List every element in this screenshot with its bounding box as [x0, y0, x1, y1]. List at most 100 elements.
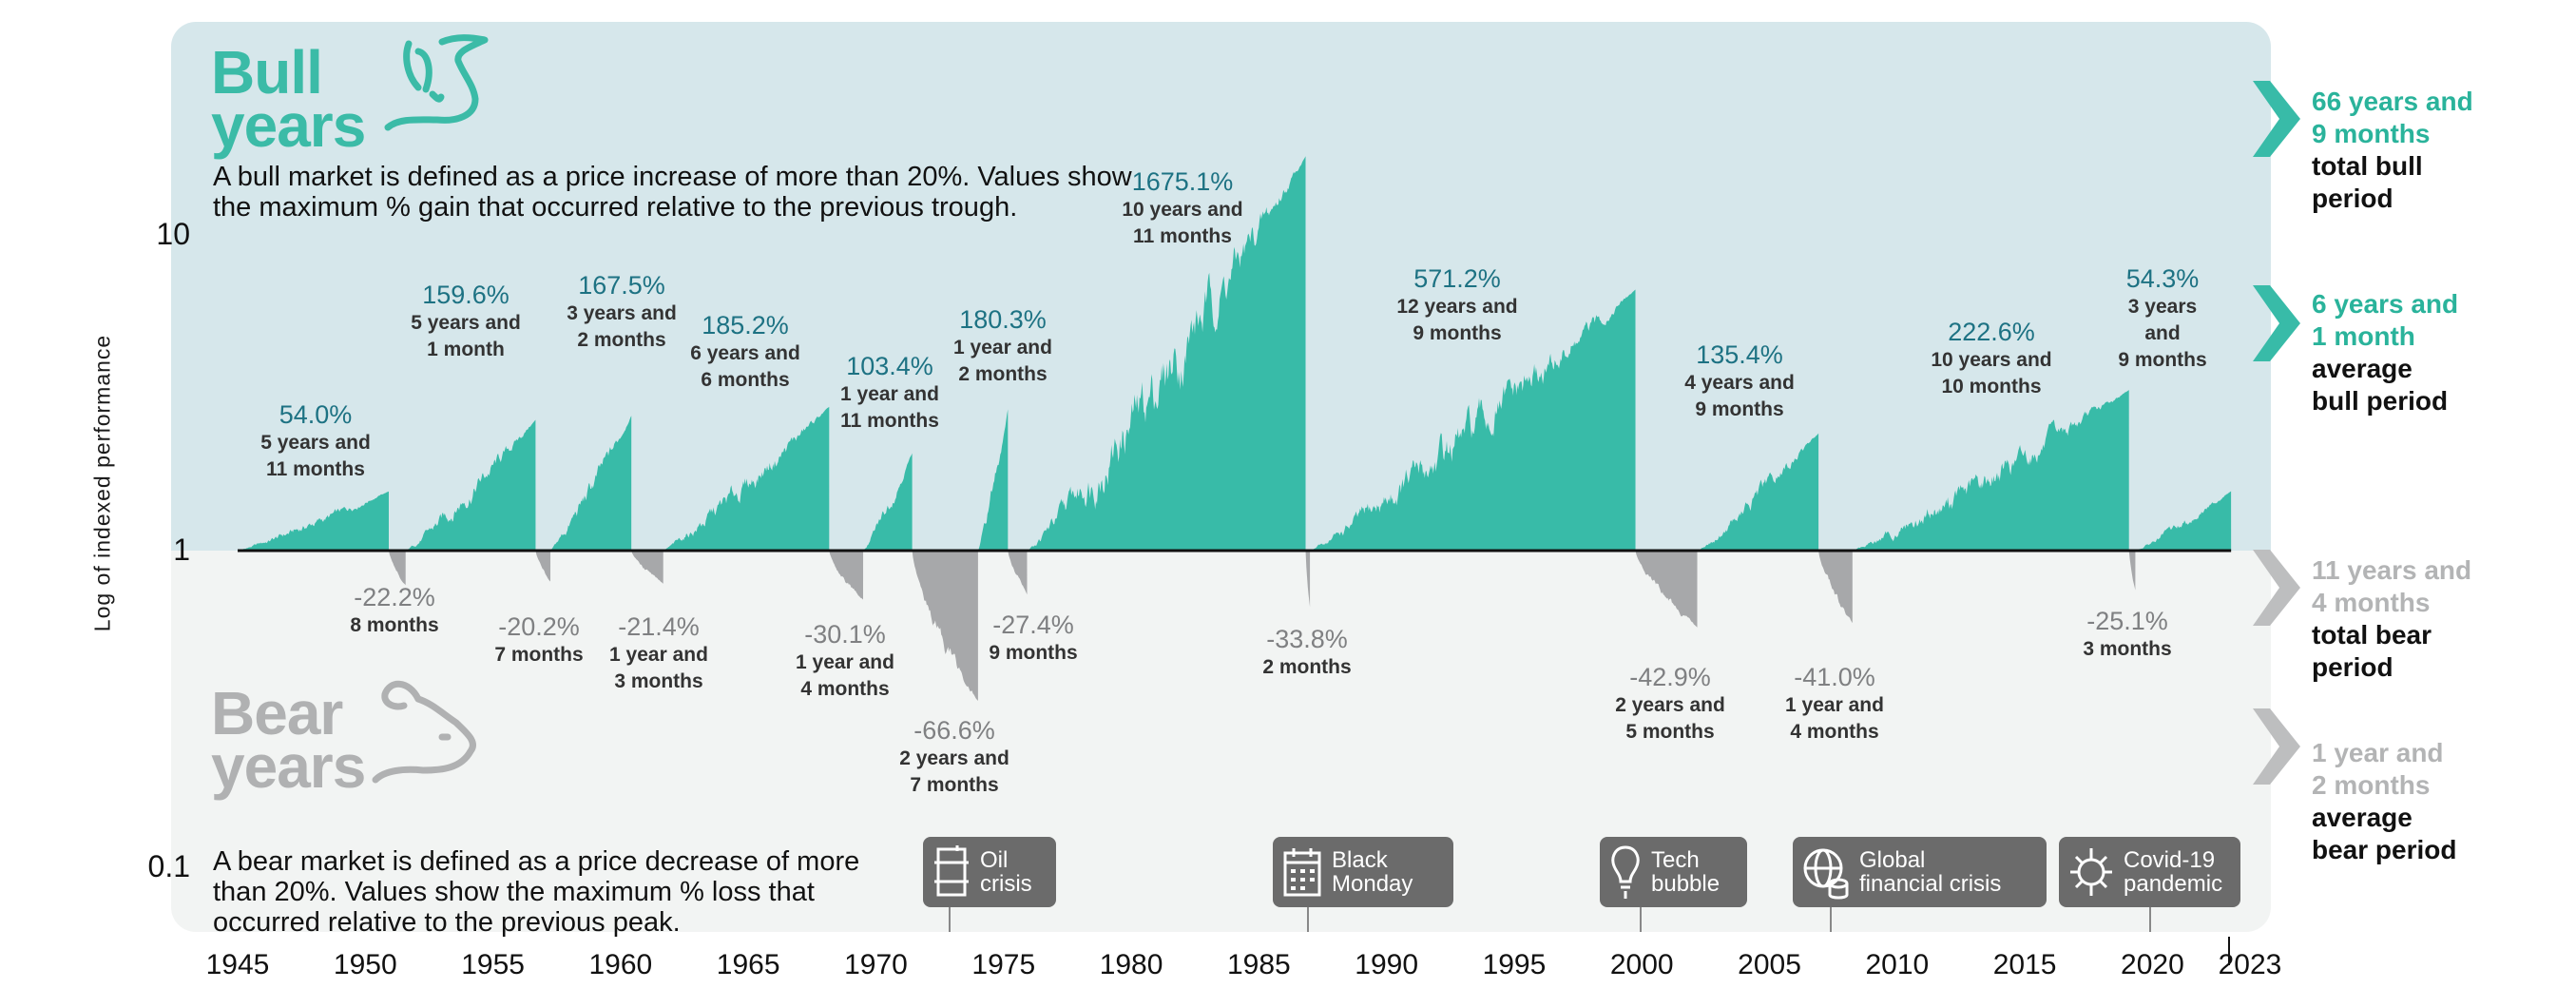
period-change-value: -20.2%	[498, 612, 580, 641]
bull-title-line: Bull	[211, 38, 323, 107]
summary-value: 4 months	[2312, 588, 2431, 617]
globe-coins-icon	[1803, 848, 1849, 900]
period-duration: 3 months	[2083, 638, 2172, 660]
bull-period-area	[863, 453, 913, 551]
bear-period-label: -41.0% 1 year and 4 months	[1785, 662, 1884, 746]
period-change-value: -41.0%	[1794, 663, 1875, 691]
x-tick-label: 1945	[205, 949, 270, 980]
period-duration: 7 months	[494, 644, 584, 666]
x-tick-label: 1950	[333, 949, 397, 980]
x-tick-label: 1960	[588, 949, 653, 980]
bull-total-arrow-icon	[2253, 81, 2300, 157]
period-duration: 11 months	[266, 458, 365, 480]
x-tick-label: 1975	[971, 949, 1036, 980]
period-change-value: 103.4%	[846, 352, 933, 380]
period-duration: 5 years and	[411, 312, 521, 334]
period-duration: 5 months	[1625, 721, 1715, 743]
period-duration: 3 years	[2127, 296, 2198, 318]
period-duration: 1 month	[427, 339, 505, 360]
event-label: crisis	[980, 871, 1032, 897]
event-label: Global	[1859, 847, 1926, 873]
bear-period-area	[829, 551, 864, 600]
x-tick-label: 1955	[461, 949, 525, 980]
period-duration: 1 year and	[840, 383, 939, 405]
summary-caption: bull period	[2312, 386, 2449, 416]
bear-total-arrow-icon	[2253, 550, 2300, 626]
y-tick-label: 10	[156, 217, 190, 251]
bull-period-label: 1675.1% 10 years and 11 months	[1122, 166, 1242, 250]
event-oil-crisis: Oil crisis	[923, 837, 1056, 907]
period-change-value: -25.1%	[2086, 607, 2168, 635]
summary-caption: average	[2312, 354, 2413, 383]
bear-period-area	[1818, 551, 1853, 624]
event-label: Black	[1332, 847, 1388, 873]
period-change-value: 1675.1%	[1131, 167, 1234, 196]
bull-period-area	[977, 409, 1009, 551]
bear-period-label: -27.4% 9 months	[989, 610, 1077, 667]
bull-title: Bull years	[211, 38, 366, 156]
period-change-value: -33.8%	[1266, 625, 1348, 653]
period-change-value: 571.2%	[1413, 264, 1501, 293]
bear-period-label: -25.1% 3 months	[2083, 606, 2171, 663]
period-duration: 5 years and	[260, 432, 371, 454]
bear-head-icon	[372, 680, 476, 784]
bear-average-summary: 1 year and 2 months average bear period	[2312, 737, 2456, 866]
summary-value: 11 years and	[2312, 555, 2472, 585]
x-tick-label: 2015	[1992, 949, 2057, 980]
period-duration: 10 years and	[1931, 349, 2052, 371]
bull-period-label: 180.3% 1 year and 2 months	[953, 304, 1052, 388]
bull-period-label: 103.4% 1 year and 11 months	[840, 351, 939, 435]
period-duration: 11 months	[840, 410, 939, 432]
period-change-value: -22.2%	[354, 583, 435, 611]
bear-description: A bear market is defined as a price decr…	[213, 846, 860, 938]
event-marker-line	[949, 907, 951, 932]
bull-period-area	[550, 416, 632, 551]
bull-period-label: 167.5% 3 years and 2 months	[567, 270, 677, 354]
period-change-value: 222.6%	[1948, 318, 2035, 346]
event-marker-line	[1307, 907, 1309, 932]
x-tick-label: 2023	[2218, 949, 2282, 980]
calendar-icon	[1283, 848, 1321, 897]
bull-total-summary: 66 years and 9 months total bull period	[2312, 86, 2473, 215]
bear-period-label: -21.4% 1 year and 3 months	[609, 611, 708, 695]
summary-value: 66 years and	[2312, 87, 2473, 116]
period-duration: 6 years and	[690, 342, 800, 364]
bull-period-label: 185.2% 6 years and 6 months	[690, 310, 800, 394]
summary-value: 2 months	[2312, 770, 2431, 800]
x-tick-label: 1970	[844, 949, 908, 980]
summary-caption: period	[2312, 184, 2393, 213]
bull-period-area	[2135, 491, 2232, 551]
x-tick-label: 1965	[716, 949, 780, 980]
bear-period-label: -33.8% 2 months	[1262, 624, 1351, 681]
summary-caption: bear period	[2312, 835, 2457, 864]
period-duration: 10 months	[1941, 376, 2042, 398]
bear-total-summary: 11 years and 4 months total bear period	[2312, 554, 2471, 684]
summary-value: 1 year and	[2312, 738, 2444, 767]
x-tick-label: 2005	[1738, 949, 1801, 980]
period-duration: 4 months	[1790, 721, 1879, 743]
period-duration: 4 months	[800, 678, 890, 700]
period-duration: 12 years and	[1396, 296, 1518, 318]
bear-period-area	[535, 551, 551, 582]
bear-period-label: -20.2% 7 months	[494, 611, 583, 669]
summary-value: 1 month	[2312, 321, 2415, 351]
bull-period-label: 571.2% 12 years and 9 months	[1396, 263, 1517, 347]
y-tick-label: 1	[173, 533, 190, 567]
event-tech-bubble: Tech bubble	[1600, 837, 1747, 907]
bull-period-area	[1027, 156, 1306, 552]
event-marker-line	[1640, 907, 1642, 932]
summary-caption: average	[2312, 803, 2413, 832]
summary-caption: total bear	[2312, 620, 2432, 650]
period-change-value: 135.4%	[1696, 340, 1783, 369]
x-tick-label: 1980	[1099, 949, 1163, 980]
period-duration: 9 months	[2118, 349, 2207, 371]
period-duration: and	[2144, 322, 2181, 344]
bull-description: A bull market is defined as a price incr…	[213, 162, 1132, 223]
event-label: Covid-19	[2124, 847, 2216, 873]
period-change-value: 185.2%	[702, 311, 789, 339]
event-covid-19-pandemic: Covid-19 pandemic	[2059, 837, 2240, 907]
bear-period-area	[912, 551, 978, 702]
bull-period-area	[1310, 289, 1636, 551]
period-duration: 2 months	[958, 363, 1048, 385]
